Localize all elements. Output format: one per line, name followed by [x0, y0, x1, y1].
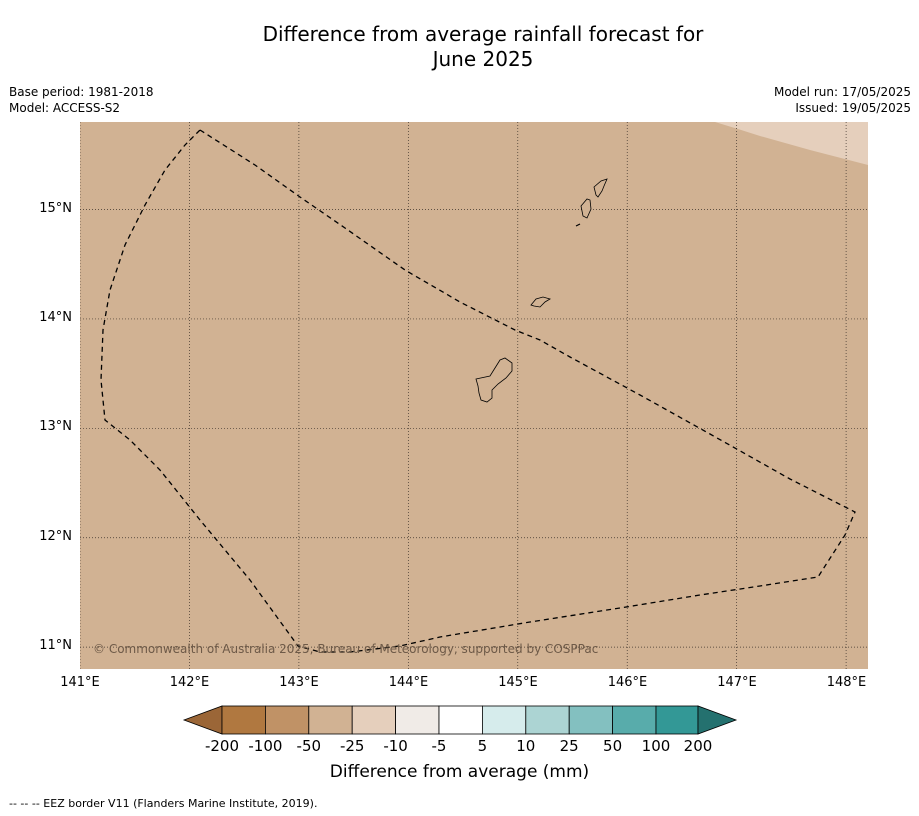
saipan-island: [593, 178, 608, 198]
colorbar-swatch-minus-25-to-minus-10: [351, 705, 397, 735]
colorbar-tick-label: -10: [383, 737, 408, 755]
lon-label-146e: 146°E: [607, 675, 648, 690]
colorbar-tick-label: -100: [248, 737, 283, 755]
eez-border: [100, 129, 856, 653]
colorbar-swatch-50-to-100: [612, 705, 657, 735]
colorbar-swatch-minus-5-to-5: [438, 705, 483, 735]
model-run-text: Model run: 17/05/2025: [773, 85, 911, 99]
colorbar-swatch-25-to-50: [568, 705, 614, 735]
guam-island: [475, 357, 513, 403]
colorbar-swatch-minus-100-to-minus-50: [264, 705, 310, 735]
lon-label-145e: 145°E: [498, 675, 538, 690]
lat-label-12n: 12°N: [39, 529, 72, 544]
rota-island: [530, 296, 551, 308]
colorbar-tick-label: 200: [683, 737, 713, 755]
colorbar-tick-label: -50: [296, 737, 322, 755]
colorbar-tick-label: 50: [603, 737, 623, 755]
run-info-left: Base period: 1981-2018 Model: ACCESS-S2: [9, 84, 154, 116]
run-info-right: Model run: 17/05/2025 Issued: 19/05/2025: [774, 84, 911, 116]
eez-border-footnote: -- -- -- EEZ border V11 (Flanders Marine…: [9, 797, 318, 810]
copyright-notice: © Commonwealth of Australia 2025, Bureau…: [93, 642, 599, 656]
lon-label-143e: 143°E: [279, 675, 319, 690]
colorbar-tick-label: -200: [204, 737, 240, 755]
gridlines: [80, 122, 868, 669]
colorbar-swatch-5-to-10: [481, 705, 527, 735]
colorbar-tick-label: 100: [641, 737, 671, 755]
aguijan-island: [575, 223, 581, 227]
colorbar-swatch-10-to-25: [525, 705, 570, 735]
colorbar-tick-label: 10: [516, 737, 536, 755]
colorbar-swatch-above-200: [697, 705, 738, 735]
lat-label-13n: 13°N: [39, 419, 72, 434]
colorbar-swatch-minus-200-to-minus-100: [221, 705, 266, 735]
model-text: Model: ACCESS-S2: [9, 101, 121, 115]
colorbar-title: Difference from average (mm): [329, 762, 590, 782]
colorbar-tick-label: 5: [477, 737, 488, 755]
lighter-dryness-region: [715, 122, 868, 165]
lon-label-141e: 141°E: [60, 675, 100, 690]
colorbar-swatch-minus-50-to-minus-25: [308, 705, 353, 735]
map-area: [80, 122, 868, 669]
lon-label-147e: 147°E: [717, 675, 757, 690]
title-line-1: Difference from average rainfall forecas…: [262, 22, 704, 46]
colorbar-swatch-below-minus-200: [182, 705, 223, 735]
lat-label-14n: 14°N: [39, 310, 72, 325]
colorbar-tick-label: -5: [431, 737, 447, 755]
lon-label-142e: 142°E: [169, 675, 210, 690]
lon-label-148e: 148°E: [826, 675, 867, 690]
colorbar-swatch-100-to-200: [655, 705, 699, 735]
colorbar-swatch-minus-10-to-minus-5: [395, 705, 440, 735]
base-period-text: Base period: 1981-2018: [9, 85, 154, 99]
lat-label-11n: 11°N: [39, 638, 72, 653]
tinian-island: [580, 198, 592, 219]
colorbar-tick-label: -25: [339, 737, 365, 755]
colorbar-tick-label: 25: [559, 737, 579, 755]
lat-label-15n: 15°N: [39, 201, 72, 216]
title-line-2: June 2025: [432, 47, 534, 71]
issued-text: Issued: 19/05/2025: [795, 101, 911, 115]
colorbar: [182, 705, 738, 735]
chart-title: Difference from average rainfall forecas…: [0, 22, 919, 72]
lon-label-144e: 144°E: [388, 675, 429, 690]
